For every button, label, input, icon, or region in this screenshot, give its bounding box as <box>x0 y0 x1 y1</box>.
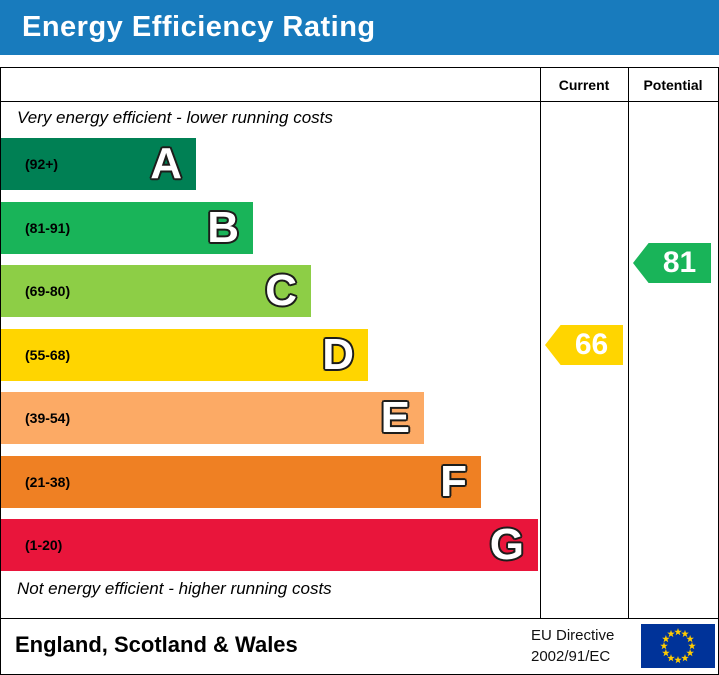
title-bar: Energy Efficiency Rating <box>0 0 719 55</box>
band-e-range-label: (39-54) <box>25 410 71 426</box>
band-f-range-label: (21-38) <box>25 474 71 490</box>
band-b: (81-91) B <box>1 202 253 254</box>
bottom-note: Not energy efficient - higher running co… <box>17 579 332 598</box>
current-column-header: Current <box>558 76 610 93</box>
top-note: Very energy efficient - lower running co… <box>17 108 333 127</box>
band-f: (21-38) F <box>1 456 481 508</box>
band-c-range-label: (69-80) <box>25 283 71 299</box>
band-g-range-label: (1-20) <box>25 537 63 553</box>
potential-column-divider <box>628 68 629 618</box>
band-c: (69-80) C <box>1 265 311 317</box>
band-e: (39-54) E <box>1 392 424 444</box>
page-title: Energy Efficiency Rating <box>22 11 376 43</box>
band-a-range-label: (92+) <box>25 156 59 172</box>
eu-directive-label: EU Directive 2002/91/EC <box>531 625 614 667</box>
band-d-letter: D <box>322 330 354 379</box>
band-d: (55-68) D <box>1 329 368 381</box>
band-d-range-label: (55-68) <box>25 347 71 363</box>
footer-region-label: England, Scotland & Wales <box>15 632 298 657</box>
current-column-divider <box>540 68 541 618</box>
band-g-letter: G <box>489 520 524 569</box>
band-b-range-label: (81-91) <box>25 220 71 236</box>
header-underline <box>1 101 718 102</box>
footer-divider <box>1 618 718 619</box>
potential-value: 81 <box>662 246 697 279</box>
band-g: (1-20) G <box>1 519 538 571</box>
band-c-letter: C <box>265 266 297 315</box>
epc-chart-frame: Current Potential Very energy efficient … <box>0 67 719 675</box>
band-a-letter: A <box>150 139 182 188</box>
current-value-marker: 66 <box>545 325 623 365</box>
eu-directive-line2: 2002/91/EC <box>531 648 611 665</box>
eu-directive-line1: EU Directive <box>531 627 615 644</box>
band-b-letter: B <box>207 203 239 252</box>
potential-value-marker: 81 <box>633 243 711 283</box>
band-a: (92+) A <box>1 138 196 190</box>
band-f-letter: F <box>440 457 467 506</box>
current-value: 66 <box>574 328 609 361</box>
eu-flag-icon <box>641 624 715 668</box>
potential-column-header: Potential <box>643 76 703 93</box>
band-e-letter: E <box>380 393 410 442</box>
